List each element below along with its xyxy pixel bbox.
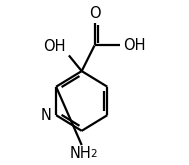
Text: OH: OH [43,39,66,54]
Text: O: O [89,6,100,21]
Text: OH: OH [123,38,146,53]
Text: N: N [41,108,52,123]
Text: 2: 2 [91,149,97,159]
Text: NH: NH [69,147,91,162]
